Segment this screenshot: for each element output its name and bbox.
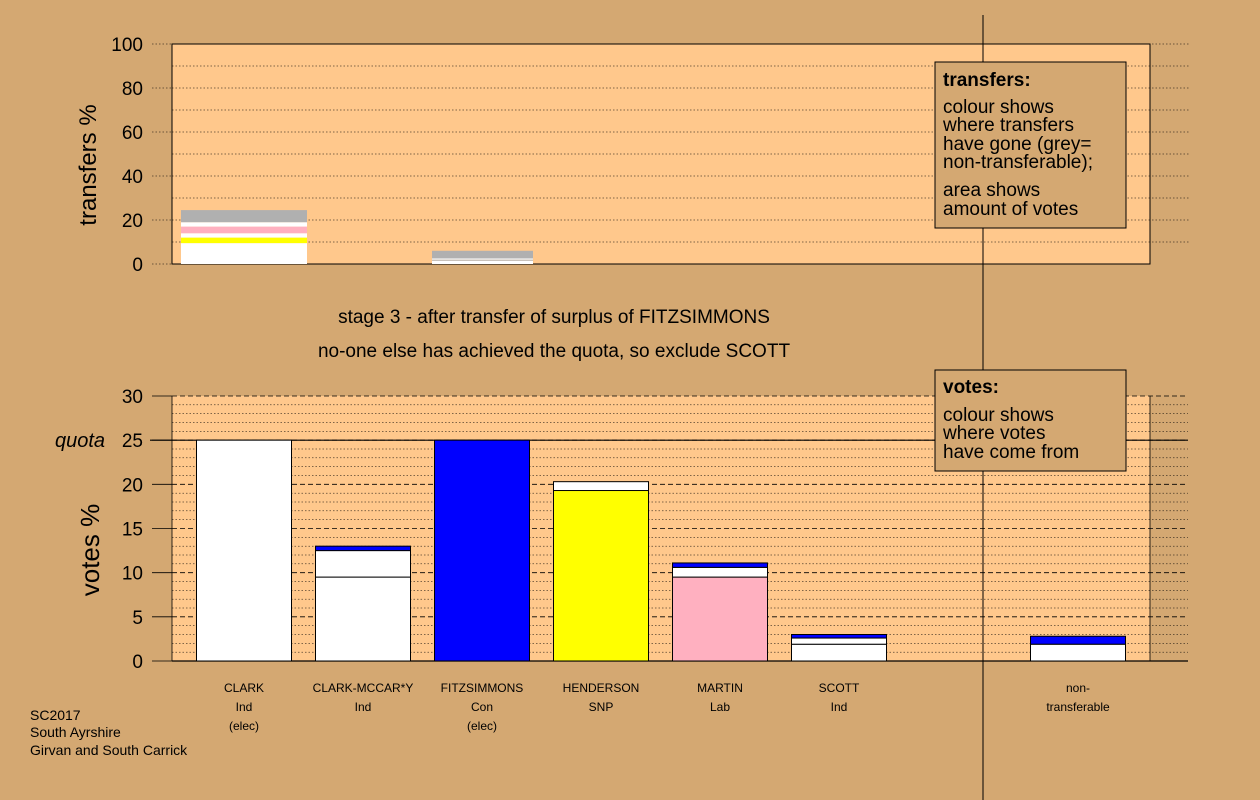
- y-tick-label: 40: [122, 167, 143, 188]
- y-tick-label: 20: [122, 475, 143, 496]
- votes-legend-line: where votes: [942, 423, 1045, 444]
- vote-segment: [1030, 635, 1126, 645]
- transfers-bars: [181, 210, 533, 264]
- x-tick-label: FITZSIMMONS: [441, 681, 524, 695]
- vote-segment: [672, 566, 768, 578]
- x-tick-label: Ind: [355, 700, 372, 714]
- x-tick-label: (elec): [467, 719, 497, 733]
- transfer-segment: [432, 259, 533, 261]
- transfer-segment: [181, 226, 307, 234]
- y-tick-label: 20: [122, 211, 143, 232]
- vote-segment: [196, 439, 292, 662]
- footer-line-2: South Ayrshire: [30, 724, 121, 740]
- vote-segment: [315, 545, 411, 552]
- votes-y-ticks: 0 5 10 15 20 25 30: [122, 387, 172, 673]
- y-tick-label: 10: [122, 564, 143, 585]
- x-tick-label: MARTIN: [697, 681, 743, 695]
- footer-line-1: SC2017: [30, 707, 81, 723]
- votes-y-axis-label: votes %: [75, 504, 105, 597]
- x-tick-label: Lab: [710, 700, 730, 714]
- y-tick-label: 15: [122, 520, 143, 541]
- x-tick-label: CLARK: [224, 681, 264, 695]
- x-tick-label: transferable: [1046, 700, 1110, 714]
- x-tick-label: SNP: [589, 700, 614, 714]
- y-tick-label: 0: [132, 255, 143, 276]
- quota-label: quota: [55, 430, 105, 452]
- vote-segment: [1030, 643, 1126, 662]
- transfer-segment: [181, 222, 307, 227]
- vote-segment: [315, 550, 411, 578]
- transfers-legend: transfers: colour shows where transfers …: [934, 61, 1127, 229]
- vote-segment: [791, 637, 887, 645]
- vote-segment: [672, 562, 768, 568]
- vote-segment: [672, 576, 768, 662]
- votes-legend: votes: colour shows where votes have com…: [934, 369, 1127, 472]
- x-tick-label: Ind: [236, 700, 253, 714]
- y-tick-label: 60: [122, 123, 143, 144]
- transfers-y-axis-label: transfers %: [75, 104, 102, 225]
- votes-x-labels: CLARK Ind (elec) CLARK-MCCAR*Y Ind FITZSIMMON…: [224, 681, 1110, 733]
- x-tick-label: Ind: [831, 700, 848, 714]
- footer-line-3: Girvan and South Carrick: [30, 742, 188, 758]
- caption-line-2: no-one else has achieved the quota, so e…: [318, 341, 791, 362]
- votes-legend-title: votes:: [943, 377, 999, 398]
- transfer-segment: [432, 250, 533, 259]
- vote-segment: [791, 634, 887, 639]
- transfer-segment: [181, 237, 307, 244]
- x-tick-label: non-: [1066, 681, 1090, 695]
- transfer-segment: [181, 243, 307, 264]
- x-tick-label: CLARK-MCCAR*Y: [313, 681, 414, 695]
- transfer-segment: [432, 260, 533, 264]
- vote-segment: [434, 439, 530, 662]
- y-tick-label: 100: [111, 35, 143, 56]
- transfers-legend-line: colour shows: [943, 97, 1054, 118]
- y-tick-label: 80: [122, 79, 143, 100]
- transfers-legend-line: have gone (grey=: [943, 134, 1091, 155]
- y-tick-label: 5: [132, 608, 143, 629]
- vote-segment: [553, 481, 649, 492]
- transfers-legend-title: transfers:: [943, 70, 1031, 91]
- votes-legend-line: have come from: [943, 442, 1079, 463]
- transfer-segment: [181, 233, 307, 238]
- transfers-legend-line: non-transferable);: [943, 152, 1093, 173]
- transfer-segment: [181, 210, 307, 223]
- votes-legend-line: colour shows: [943, 405, 1054, 426]
- x-tick-label: SCOTT: [819, 681, 860, 695]
- y-tick-label: 30: [122, 387, 143, 408]
- caption-line-1: stage 3 - after transfer of surplus of F…: [338, 307, 770, 328]
- y-tick-label: 0: [132, 652, 143, 673]
- x-tick-label: (elec): [229, 719, 259, 733]
- transfers-y-ticks: 0 20 40 60 80 100: [111, 35, 172, 276]
- y-tick-label: 25: [122, 431, 143, 452]
- vote-segment: [553, 490, 649, 662]
- transfers-legend-line: amount of votes: [943, 199, 1078, 220]
- x-tick-label: HENDERSON: [563, 681, 640, 695]
- transfers-legend-line: where transfers: [942, 115, 1074, 136]
- vote-segment: [315, 576, 411, 662]
- transfers-legend-line: area shows: [943, 180, 1040, 201]
- transfer-segment: [432, 258, 533, 260]
- x-tick-label: Con: [471, 700, 493, 714]
- votes-bars: [196, 439, 1126, 662]
- vote-segment: [791, 643, 887, 662]
